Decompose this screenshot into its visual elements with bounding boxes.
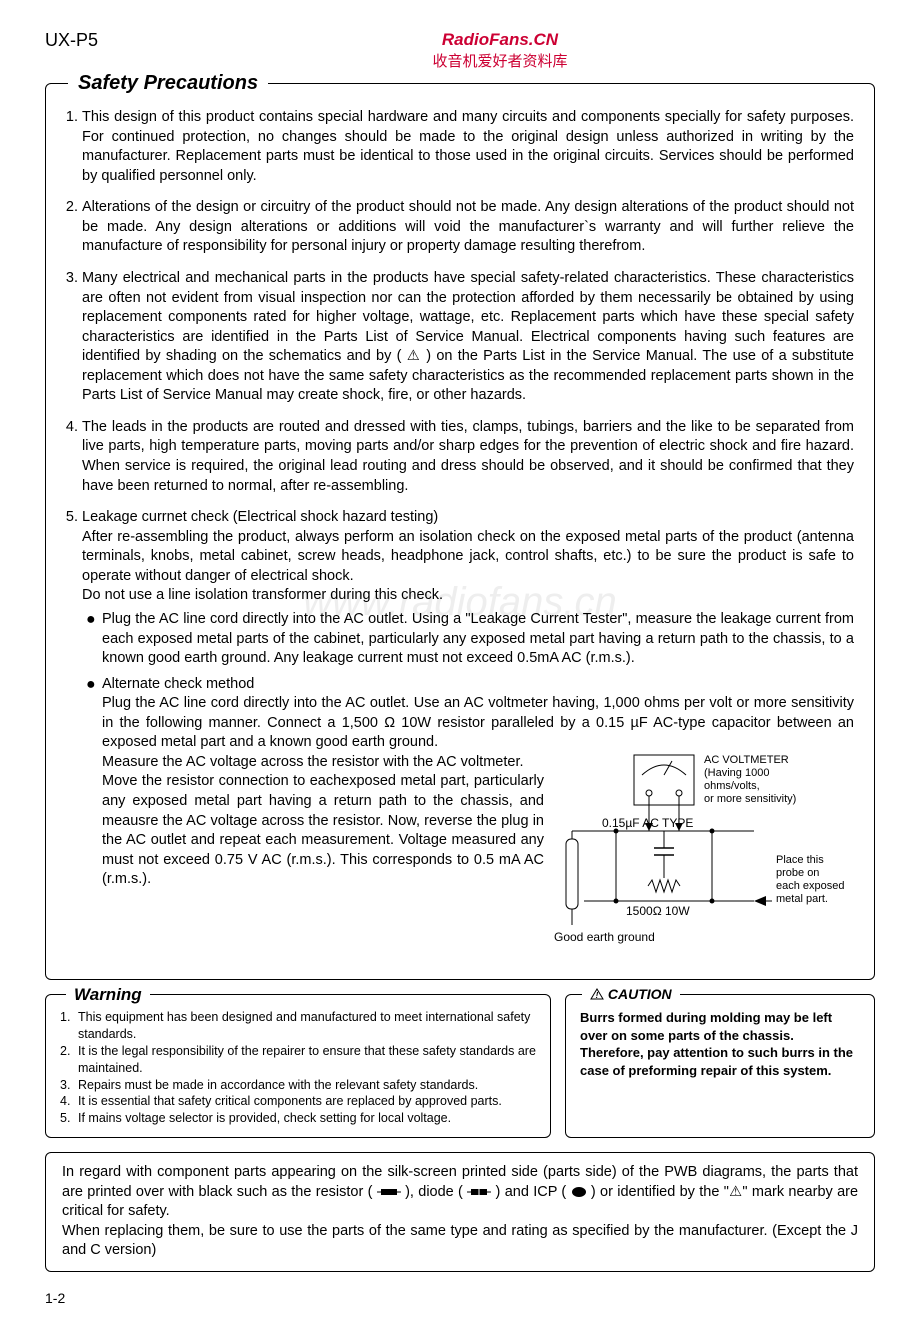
warning-caution-row: Warning 1.This equipment has been design…: [45, 994, 875, 1138]
component-note-box: In regard with component parts appearing…: [45, 1152, 875, 1272]
safety-item-4: The leads in the products are routed and…: [82, 418, 854, 496]
safety-bullet-1-text: Plug the AC line cord directly into the …: [102, 610, 854, 669]
alt-check-line1: Measure the AC voltage across the resist…: [102, 754, 524, 770]
alt-check-text: Measure the AC voltage across the resist…: [102, 753, 544, 957]
bullet-dot-icon: ●: [86, 610, 102, 669]
warning-triangle-icon: !: [590, 988, 604, 1000]
safety-title: Safety Precautions: [68, 72, 268, 95]
svg-text:0.15µF AC TYPE: 0.15µF AC TYPE: [602, 816, 693, 830]
warning-item-4: 4.It is essential that safety critical c…: [60, 1093, 536, 1110]
warning-item-1: 1.This equipment has been designed and m…: [60, 1009, 536, 1043]
safety-bullet-2-wrap: Alternate check method Plug the AC line …: [102, 675, 854, 957]
safety-precautions-box: Safety Precautions This design of this p…: [45, 83, 875, 980]
warning-item-2: 2.It is the legal responsibility of the …: [60, 1043, 536, 1077]
resistor-icon: [377, 1187, 401, 1197]
safety-bullet-2: ● Alternate check method Plug the AC lin…: [86, 675, 854, 957]
svg-text:each exposed: each exposed: [776, 880, 845, 892]
safety-item-5-noline: Do not use a line isolation transformer …: [82, 587, 443, 603]
svg-text:probe on: probe on: [776, 867, 819, 879]
svg-text:Good earth ground: Good earth ground: [554, 930, 655, 944]
header-watermark: RadioFans.CN 收音机爱好者资料库: [125, 30, 875, 71]
warning-item-5: 5.If mains voltage selector is provided,…: [60, 1110, 536, 1127]
svg-text:ohms/volts,: ohms/volts,: [704, 780, 760, 792]
caution-title: ! CAUTION: [582, 986, 680, 1002]
warning-box: Warning 1.This equipment has been design…: [45, 994, 551, 1138]
safety-item-5: Leakage currnet check (Electrical shock …: [82, 508, 854, 957]
watermark-line2: 收音机爱好者资料库: [125, 50, 875, 71]
document-page: UX-P5 RadioFans.CN 收音机爱好者资料库 www.radiofa…: [0, 0, 920, 1326]
bottom-line2: When replacing them, be sure to use the …: [62, 1223, 858, 1259]
diode-icon: [467, 1187, 491, 1197]
caution-body: Burrs formed during molding may be left …: [580, 1009, 860, 1079]
alt-check-line2: Move the resistor connection to eachexpo…: [102, 773, 544, 887]
safety-bullet-1: ● Plug the AC line cord directly into th…: [86, 610, 854, 669]
diagram-voltmeter-label: AC VOLTMETER: [704, 754, 789, 766]
safety-list: This design of this product contains spe…: [66, 108, 854, 957]
safety-item-5-lead: Leakage currnet check (Electrical shock …: [82, 509, 438, 525]
bottom-line1c: ) and ICP (: [496, 1184, 567, 1200]
leakage-test-diagram: AC VOLTMETER (Having 1000 ohms/volts, or…: [554, 753, 854, 957]
svg-text:Place this: Place this: [776, 854, 824, 866]
page-number: 1-2: [45, 1290, 875, 1306]
alt-check-row: Measure the AC voltage across the resist…: [102, 753, 854, 957]
icp-icon: [571, 1186, 587, 1198]
safety-bullet-2-intro: Plug the AC line cord directly into the …: [102, 694, 854, 753]
safety-item-5-body: After re-assembling the product, always …: [82, 529, 854, 584]
caution-title-text: CAUTION: [608, 986, 672, 1002]
bottom-line1b: ), diode (: [405, 1184, 463, 1200]
svg-text:!: !: [596, 991, 599, 1000]
safety-item-2: Alterations of the design or circuitry o…: [82, 198, 854, 257]
svg-text:1500Ω 10W: 1500Ω 10W: [626, 904, 690, 918]
header-row: UX-P5 RadioFans.CN 收音机爱好者资料库: [45, 30, 875, 71]
warning-title: Warning: [66, 985, 150, 1005]
caution-box: ! CAUTION Burrs formed during molding ma…: [565, 994, 875, 1138]
safety-item-1: This design of this product contains spe…: [82, 108, 854, 186]
watermark-line1: RadioFans.CN: [125, 30, 875, 50]
bullet-dot-icon: ●: [86, 675, 102, 957]
warning-list: 1.This equipment has been designed and m…: [60, 1009, 536, 1127]
svg-text:(Having 1000: (Having 1000: [704, 767, 769, 779]
warning-item-3: 3.Repairs must be made in accordance wit…: [60, 1077, 536, 1094]
diagram-svg: AC VOLTMETER (Having 1000 ohms/volts, or…: [554, 753, 854, 953]
svg-text:metal part.: metal part.: [776, 893, 828, 905]
safety-bullet-2-title: Alternate check method: [102, 675, 854, 695]
svg-text:or more sensitivity): or more sensitivity): [704, 793, 796, 805]
safety-item-3: Many electrical and mechanical parts in …: [82, 269, 854, 406]
